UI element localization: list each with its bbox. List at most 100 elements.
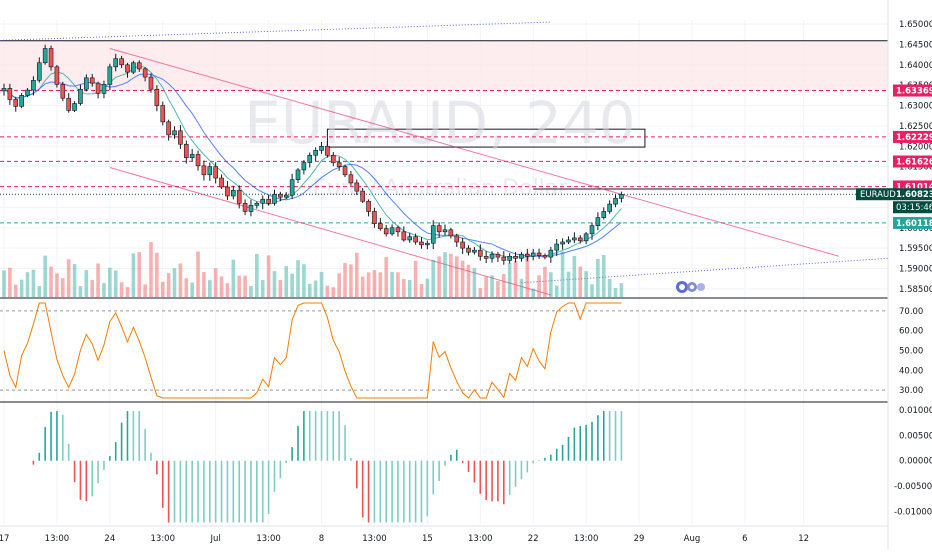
volume-bar-47	[278, 280, 283, 297]
tradingview-logo-icon[interactable]	[676, 281, 705, 293]
volume-bar-22	[131, 253, 136, 297]
candle-54	[319, 145, 324, 151]
candle-35	[207, 166, 213, 176]
volume-bar-58	[343, 263, 347, 297]
candle-58	[342, 166, 348, 176]
resistance-box	[326, 128, 646, 148]
candle-21	[125, 64, 130, 73]
candle-62	[366, 200, 371, 212]
price-label-2: 1.61626	[896, 158, 932, 168]
candle-100	[589, 225, 595, 235]
candle-43	[254, 203, 260, 206]
price-tick-7: 1.61500	[899, 163, 932, 173]
volume-bar-78	[460, 260, 465, 297]
volume-bar-31	[184, 278, 189, 297]
volume-bar-91	[537, 275, 541, 297]
rsi-tick-3: 40.00	[899, 366, 923, 376]
volume-bar-28	[166, 273, 171, 297]
price-label-bg-1	[893, 130, 932, 143]
trendlines	[0, 21, 889, 296]
candle-88	[519, 253, 524, 259]
volume-bar-20	[119, 282, 124, 297]
volume-bar-93	[549, 272, 553, 297]
candle-75	[442, 229, 448, 233]
volume-bar-80	[472, 267, 477, 297]
candle-90	[530, 252, 536, 257]
volume-bar-32	[190, 282, 194, 297]
volume-bar-100	[590, 284, 594, 297]
candle-86	[507, 255, 512, 261]
volume-bar-76	[449, 253, 453, 297]
candle-81	[477, 249, 483, 257]
candle-60	[354, 182, 360, 192]
candle-0	[1, 88, 7, 92]
candle-51	[301, 162, 307, 171]
volume-bar-19	[113, 270, 118, 297]
volume-bar-102	[601, 254, 606, 297]
time-tick-11: 13:00	[574, 534, 599, 544]
candle-8	[48, 48, 54, 68]
candle-45	[266, 198, 271, 204]
candle-32	[189, 154, 195, 158]
candle-83	[489, 253, 495, 259]
candle-17	[101, 84, 107, 94]
candle-82	[483, 255, 489, 259]
volume-bar-1	[8, 267, 12, 297]
volume-bar-83	[490, 275, 494, 297]
volume-bar-24	[143, 284, 147, 297]
candle-78	[460, 241, 465, 249]
volume-bar-34	[202, 272, 206, 297]
candle-23	[136, 62, 142, 70]
rsi-tick-4: 30.00	[899, 386, 923, 396]
candle-20	[119, 58, 124, 66]
volume-bar-55	[325, 285, 330, 297]
volume-bar-94	[554, 285, 559, 297]
candle-79	[466, 247, 471, 253]
time-tick-9: 13:00	[468, 534, 493, 544]
candle-50	[295, 169, 301, 180]
volume-bar-44	[260, 279, 265, 297]
volume-bar-26	[155, 252, 159, 297]
candle-25	[148, 76, 154, 90]
watermark-ticker: EURAUD, 240	[244, 89, 635, 157]
price-axis: 1.650001.645001.640001.635001.630001.625…	[856, 20, 932, 517]
price-tick-13: 1.58500	[899, 285, 932, 295]
countdown: 03:15:46	[896, 203, 932, 213]
volume-bars	[2, 242, 624, 297]
candle-104	[613, 198, 618, 205]
hist-tick-4: -0.01000	[894, 507, 932, 517]
candles	[1, 44, 624, 265]
volume-bar-42	[249, 285, 253, 297]
candle-14	[84, 77, 89, 90]
histogram-pane	[32, 411, 623, 523]
volume-bar-50	[296, 260, 300, 297]
price-tick-0: 1.65000	[899, 20, 932, 30]
volume-bar-8	[49, 266, 53, 297]
volume-bar-56	[331, 287, 336, 297]
candle-56	[330, 154, 336, 163]
candle-94	[554, 243, 560, 251]
candle-68	[401, 231, 407, 241]
candle-85	[501, 256, 507, 261]
candle-64	[378, 223, 383, 229]
candle-10	[60, 84, 66, 99]
volume-bar-37	[219, 276, 224, 297]
volume-bar-72	[425, 278, 430, 297]
volume-bar-46	[272, 271, 277, 297]
volume-bar-39	[231, 259, 236, 297]
candle-99	[583, 233, 589, 242]
time-tick-1: 13:00	[45, 534, 70, 544]
candle-72	[425, 242, 430, 246]
volume-bar-12	[72, 264, 77, 297]
rsi-tick-1: 60.00	[899, 327, 923, 337]
candle-40	[236, 189, 242, 204]
candle-57	[336, 162, 342, 167]
price-tick-12: 1.59000	[899, 264, 932, 274]
volume-bar-35	[208, 280, 212, 297]
volume-bar-30	[178, 263, 183, 297]
price-tick-5: 1.62500	[899, 122, 932, 132]
candle-102	[601, 211, 607, 218]
time-tick-10: 22	[528, 534, 539, 544]
